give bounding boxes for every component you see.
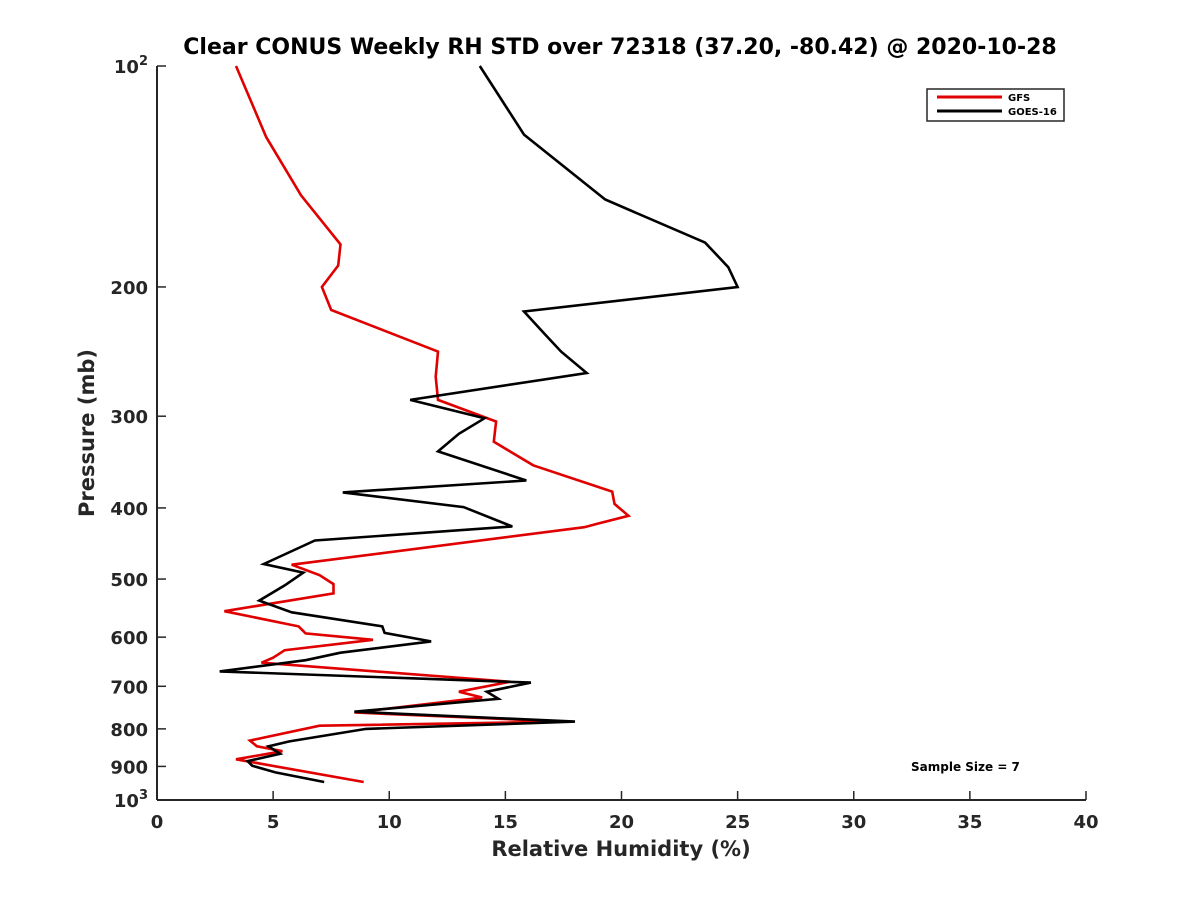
x-tick-label: 5: [267, 812, 280, 833]
y-tick-label: 500: [110, 570, 148, 591]
y-tick-label-exponent: 3: [139, 788, 148, 803]
series-layer: [219, 65, 740, 784]
x-tick-label: 40: [1073, 812, 1098, 833]
x-ticks: 0 5 10 15 20 25 30 35 40: [151, 791, 1099, 833]
x-tick-label: 30: [841, 812, 866, 833]
plot-area: 0 5 10 15 20 25 30 35 40 10220030040050060070080…: [110, 54, 1098, 833]
sample-size-annotation: Sample Size = 7: [911, 760, 1020, 774]
legend-label-goes16: GOES-16: [1008, 107, 1057, 118]
x-tick-label: 0: [151, 812, 164, 833]
y-tick-label: 103: [114, 788, 148, 812]
y-tick-label: 102: [114, 54, 148, 78]
x-tick-label: 25: [725, 812, 750, 833]
y-tick-label-base: 10: [114, 57, 139, 78]
series-line-goes16: [219, 65, 740, 784]
y-axis-label: Pressure (mb): [75, 349, 99, 517]
y-tick-label: 700: [110, 677, 148, 698]
y-tick-label: 200: [110, 278, 148, 299]
y-tick-label-exponent: 2: [139, 54, 148, 69]
y-tick-label: 800: [110, 720, 148, 741]
y-tick-label: 400: [110, 499, 148, 520]
x-tick-label: 15: [493, 812, 518, 833]
x-axis-label: Relative Humidity (%): [491, 837, 750, 861]
x-tick-label: 35: [957, 812, 982, 833]
y-tick-label: 600: [110, 628, 148, 649]
y-tick-label-base: 10: [114, 791, 139, 812]
y-tick-label: 300: [110, 407, 148, 428]
chart-title: Clear CONUS Weekly RH STD over 72318 (37…: [183, 35, 1056, 60]
legend: GFS GOES-16: [926, 88, 1065, 122]
legend-box: [926, 88, 1065, 122]
x-tick-label: 10: [377, 812, 402, 833]
x-tick-label: 20: [609, 812, 634, 833]
legend-label-gfs: GFS: [1008, 93, 1030, 104]
y-tick-label: 900: [110, 757, 148, 778]
